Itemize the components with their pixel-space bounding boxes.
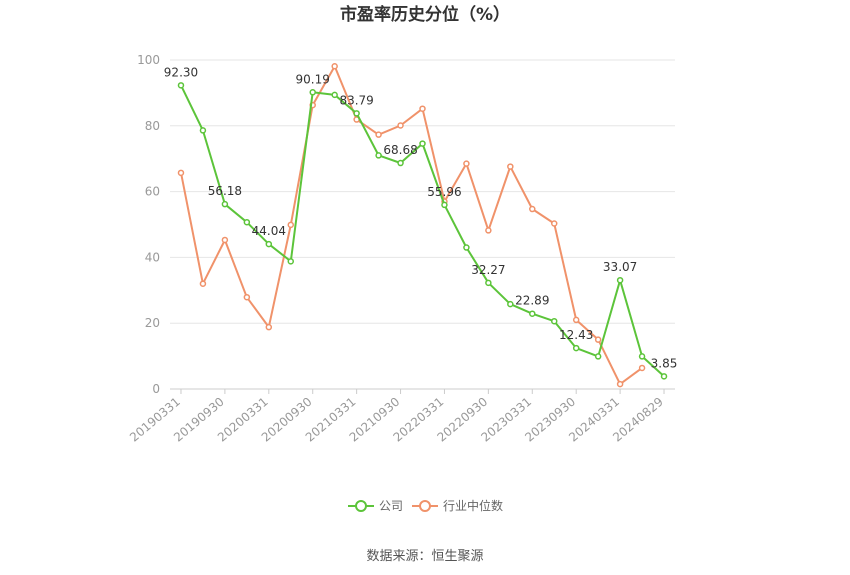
- grid-lines: [170, 59, 675, 390]
- data-point[interactable]: [287, 221, 295, 229]
- data-point[interactable]: [309, 89, 316, 96]
- data-point[interactable]: [660, 373, 668, 380]
- data-point[interactable]: [375, 131, 382, 138]
- data-point[interactable]: [375, 152, 382, 159]
- y-tick-label: 80: [145, 119, 160, 133]
- data-point[interactable]: [638, 364, 646, 372]
- legend: 公司 行业中位数: [348, 498, 503, 513]
- data-label: 90.19: [296, 72, 330, 86]
- data-point[interactable]: [243, 218, 251, 226]
- legend-industry-marker: [419, 500, 431, 512]
- data-label: 68.68: [383, 143, 417, 157]
- data-label: 32.27: [471, 263, 505, 277]
- data-label: 3.85: [651, 356, 678, 370]
- data-label: 92.30: [164, 65, 198, 79]
- legend-item-company[interactable]: 公司: [348, 499, 403, 513]
- data-label: 44.04: [252, 224, 286, 238]
- data-point[interactable]: [199, 127, 207, 134]
- data-label: 12.43: [559, 328, 593, 342]
- data-point[interactable]: [572, 316, 580, 324]
- data-point[interactable]: [594, 353, 602, 360]
- data-point[interactable]: [397, 122, 404, 129]
- data-point[interactable]: [419, 105, 426, 112]
- data-labels: 92.30 56.18 44.04 90.19 83.79 68.68 55.96 32.27…: [164, 65, 678, 370]
- data-point[interactable]: [616, 276, 624, 284]
- legend-company-label: 公司: [379, 499, 403, 513]
- data-point[interactable]: [419, 140, 426, 147]
- data-label: 22.89: [515, 294, 549, 308]
- data-label: 33.07: [603, 260, 637, 274]
- data-point[interactable]: [594, 336, 602, 343]
- data-point[interactable]: [331, 63, 338, 70]
- data-point[interactable]: [550, 317, 558, 325]
- data-point[interactable]: [550, 220, 558, 227]
- data-point[interactable]: [265, 240, 273, 248]
- data-point[interactable]: [572, 344, 580, 352]
- legend-item-industry-median[interactable]: 行业中位数: [412, 498, 503, 513]
- y-tick-label: 60: [145, 185, 160, 199]
- legend-company-marker: [355, 500, 367, 512]
- data-point[interactable]: [463, 244, 470, 251]
- data-point[interactable]: [507, 300, 514, 308]
- data-point[interactable]: [529, 310, 536, 317]
- chart-title: 市盈率历史分位（%）: [340, 4, 510, 25]
- series-layer: [177, 63, 668, 388]
- legend-industry-label: 行业中位数: [443, 498, 503, 513]
- data-label: 55.96: [427, 185, 461, 199]
- data-point[interactable]: [221, 200, 229, 208]
- data-point[interactable]: [199, 280, 207, 287]
- data-point[interactable]: [287, 258, 295, 265]
- y-axis: 0 20 40 60 80 100: [137, 53, 160, 396]
- data-point[interactable]: [177, 82, 185, 89]
- data-point[interactable]: [485, 279, 492, 287]
- data-source: 数据来源：恒生聚源: [366, 549, 483, 564]
- data-label: 83.79: [339, 93, 373, 107]
- data-point[interactable]: [265, 323, 273, 331]
- data-point[interactable]: [529, 205, 536, 213]
- data-point[interactable]: [177, 169, 185, 177]
- y-tick-label: 40: [145, 250, 160, 264]
- y-tick-label: 0: [152, 382, 160, 396]
- data-point[interactable]: [331, 91, 338, 99]
- data-label: 56.18: [208, 184, 242, 198]
- data-point[interactable]: [243, 293, 251, 301]
- x-axis: 2019033120190930202003312020093020210331…: [127, 389, 666, 445]
- data-point[interactable]: [507, 163, 514, 170]
- data-point[interactable]: [397, 159, 404, 167]
- data-point[interactable]: [441, 201, 448, 209]
- data-point[interactable]: [616, 380, 624, 388]
- data-point[interactable]: [463, 160, 470, 167]
- data-point[interactable]: [353, 110, 360, 117]
- data-point[interactable]: [638, 353, 646, 360]
- data-point[interactable]: [221, 236, 229, 244]
- y-tick-label: 20: [145, 316, 160, 330]
- series-line-1: [180, 65, 643, 386]
- data-point[interactable]: [485, 227, 492, 234]
- y-tick-label: 100: [137, 53, 160, 67]
